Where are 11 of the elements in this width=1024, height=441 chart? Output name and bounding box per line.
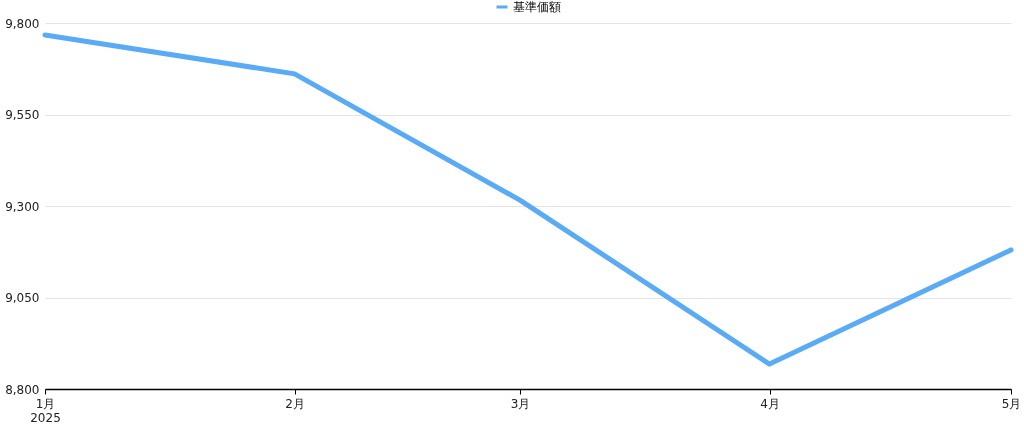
y-tick-label: 9,550 [5, 108, 40, 122]
legend-label: 基準価額 [513, 0, 561, 14]
x-tick-label: 2月 [285, 396, 305, 411]
x-tick-label: 3月 [510, 396, 531, 411]
x-tick-label: 4月 [760, 396, 780, 411]
x-tick-label: 5月 [1001, 396, 1022, 411]
y-tick-label: 9,050 [5, 291, 40, 305]
y-tick-label: 9,800 [5, 16, 40, 31]
x-tick-label: 1月 2025 [30, 396, 61, 425]
y-tick-label: 8,800 [5, 382, 40, 397]
y-tick-label: 9,300 [5, 199, 40, 214]
